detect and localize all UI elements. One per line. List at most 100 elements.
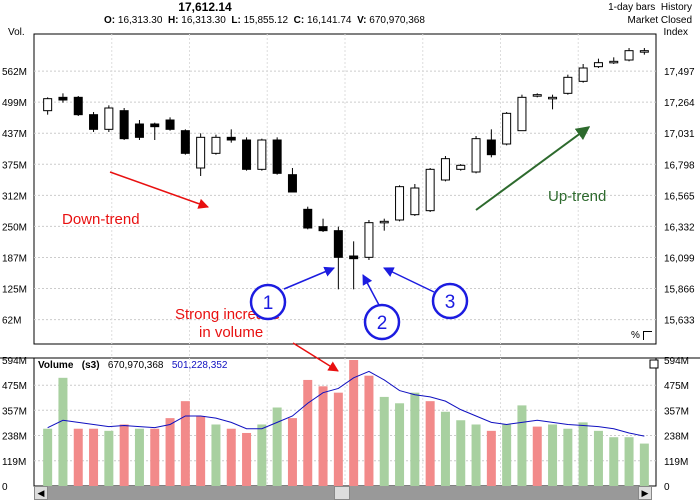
volume-bar <box>226 428 236 486</box>
volume-bar <box>379 396 389 486</box>
candle-body <box>364 222 374 258</box>
low-label: L: <box>231 15 241 26</box>
ohlcv-readout: O: 16,313.30 H: 16,313.30 L: 15,855.12 C… <box>104 15 425 26</box>
left-tick-label: 437M <box>2 129 27 140</box>
right-tick-label: 16,798 <box>664 160 695 171</box>
volume-bar <box>303 379 313 486</box>
high-value: 16,313.30 <box>181 15 226 26</box>
volume-period: (s3) <box>81 360 100 371</box>
right-tick-label: 16,565 <box>664 191 695 202</box>
volume-left-tick: 357M <box>2 406 27 417</box>
candle-body <box>532 94 542 97</box>
volume-bar <box>73 428 83 486</box>
volume-left-tick: 238M <box>2 432 27 443</box>
time-scrollbar[interactable]: ◀ ▶ <box>34 486 652 500</box>
left-tick-label: 250M <box>2 222 27 233</box>
marker-3-arrow <box>383 267 435 293</box>
index-axis-title: Index <box>663 27 688 38</box>
candle-body <box>440 158 450 181</box>
percent-toggle[interactable]: % <box>631 330 652 341</box>
close-value: 16,141.74 <box>307 15 352 26</box>
right-tick-label: 17,031 <box>664 129 695 140</box>
candle-body <box>624 50 634 61</box>
volume-current: 670,970,368 <box>107 360 164 371</box>
volume-bar <box>502 424 512 486</box>
volume-right-tick: 475M <box>664 381 689 392</box>
scroll-thumb[interactable] <box>334 486 350 500</box>
chart-header: 17,612.14 O: 16,313.30 H: 16,313.30 L: 1… <box>0 0 700 30</box>
volume-bar <box>593 430 603 486</box>
candle-body <box>287 174 297 193</box>
volume-left-tick: 119M <box>2 457 26 468</box>
candle-body <box>242 139 252 170</box>
left-tick-label: 187M <box>2 253 27 264</box>
volume-right-tick: 238M <box>664 432 689 443</box>
volume-average: 501,228,352 <box>171 360 228 371</box>
candle-body <box>593 62 603 68</box>
volume-bar <box>211 424 221 486</box>
marker-1-arrow <box>283 266 335 290</box>
down-trend-label: Down-trend <box>62 211 140 228</box>
right-tick-label: 15,633 <box>664 316 695 327</box>
bars-label[interactable]: 1-day bars <box>608 2 656 13</box>
candle-body <box>196 136 206 169</box>
volume-bar <box>578 422 588 486</box>
history-link[interactable]: History <box>660 2 692 13</box>
volume-right-tick: 0 <box>664 482 670 493</box>
close-label: C: <box>293 15 305 26</box>
volume-bar <box>165 418 175 486</box>
volume-bar <box>104 430 114 486</box>
volume-bar <box>639 443 649 486</box>
up-trend-arrow <box>475 126 591 211</box>
volume-bar <box>89 428 99 486</box>
volume-close-icon <box>649 359 659 369</box>
volume-right-tick: 594M <box>664 356 689 367</box>
candle-body <box>89 114 99 130</box>
high-label: H: <box>167 15 179 26</box>
open-value: 16,313.30 <box>117 15 163 26</box>
down-trend-arrow <box>109 171 209 209</box>
left-tick-label: 62M <box>2 316 21 327</box>
candle-body <box>639 50 649 53</box>
marker-2-label: 2 <box>377 313 388 334</box>
volume-bar <box>486 430 496 486</box>
left-tick-label: 312M <box>2 191 27 202</box>
volume-bar <box>425 401 435 486</box>
candle-body <box>578 67 588 82</box>
volume-bar <box>196 416 206 486</box>
volume-note-line2: in volume <box>199 324 263 341</box>
candle-body <box>318 226 328 232</box>
open-label: O: <box>104 15 116 26</box>
candle-body <box>379 220 389 224</box>
volume-bar <box>548 424 558 486</box>
bar-interval: 1-day bars History <box>608 2 692 13</box>
volume-legend: Volume (s3) 670,970,368 501,228,352 <box>38 360 227 371</box>
volume-bar <box>471 424 481 486</box>
up-trend-label: Up-trend <box>548 188 606 205</box>
candle-body <box>486 139 496 156</box>
current-price: 17,612.14 <box>178 0 232 14</box>
marker-1-label: 1 <box>263 293 274 314</box>
right-tick-label: 15,866 <box>664 285 695 296</box>
volume-left-tick: 475M <box>2 381 27 392</box>
candle-body <box>180 130 190 154</box>
scroll-left-button[interactable]: ◀ <box>34 486 48 500</box>
low-value: 15,855.12 <box>243 15 289 26</box>
marker-3-circle <box>431 282 469 320</box>
candle-body <box>119 110 129 140</box>
candle-body <box>502 112 512 145</box>
candle-body <box>43 98 53 112</box>
candle-body <box>410 187 420 216</box>
candle-body <box>609 60 619 64</box>
scroll-right-button[interactable]: ▶ <box>638 486 652 500</box>
volume-left-tick: 0 <box>2 482 8 493</box>
volume-bar <box>349 360 359 486</box>
left-tick-label: 562M <box>2 67 27 78</box>
candle-body <box>425 168 435 212</box>
marker-1-circle <box>249 283 287 321</box>
volume-bar <box>287 418 297 486</box>
candle-body <box>272 139 282 174</box>
candle-body <box>471 138 481 173</box>
volume-bar <box>272 407 282 486</box>
